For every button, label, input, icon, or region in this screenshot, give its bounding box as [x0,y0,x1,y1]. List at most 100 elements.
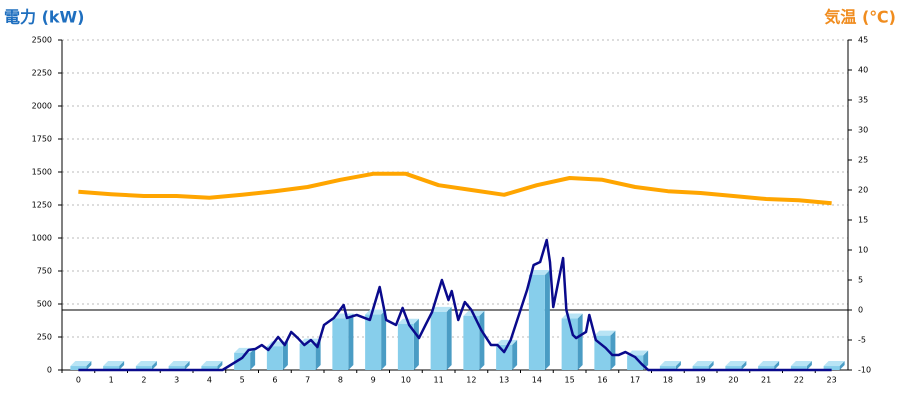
y2-tick-label: 5 [858,276,863,285]
bar [397,318,419,370]
bar [70,361,92,370]
bar-face [659,366,676,370]
bar-face [496,339,518,345]
bar-face [561,318,578,370]
bar-face [774,361,780,370]
bar [758,361,780,370]
bar-face [299,343,316,370]
y-tick-label: 0 [47,366,52,375]
bar-face [610,330,616,370]
bar-face [708,361,714,370]
bar-face [790,366,807,370]
x-tick-label: 6 [272,376,277,385]
x-tick-label: 4 [207,376,212,385]
bar [561,313,583,370]
bar-face [741,361,747,370]
bar-face [103,366,120,370]
y2-tick-label: 20 [858,186,868,195]
bar [659,361,681,370]
bar-face [184,361,190,370]
x-tick-label: 10 [401,376,411,385]
bar-face [348,313,354,370]
bar [790,361,812,370]
y2-tick-label: 25 [858,156,868,165]
bar [463,310,485,370]
y-tick-label: 1250 [32,201,52,210]
bar [135,361,157,370]
bar-face [250,347,256,370]
y-tick-label: 1750 [32,135,52,144]
bar-face [282,341,288,370]
y-tick-label: 1500 [32,168,52,177]
bar-face [627,350,649,356]
bar-face [577,313,583,370]
bar-face [839,361,845,370]
x-tick-label: 15 [565,376,575,385]
x-tick-label: 7 [305,376,310,385]
x-tick-label: 18 [663,376,673,385]
bar-face [430,306,452,312]
bar-face [594,335,611,370]
y2-tick-label: 35 [858,96,868,105]
x-tick-label: 3 [174,376,179,385]
bar-face [446,306,452,370]
x-tick-label: 2 [141,376,146,385]
bar-face [758,361,780,367]
bar-face [70,366,87,370]
bar-face [659,361,681,367]
bar-face [70,361,92,367]
y-tick-label: 500 [37,300,52,309]
bar-face [201,361,223,367]
y-tick-label: 750 [37,267,52,276]
bar-face [790,361,812,367]
y-tick-label: 250 [37,333,52,342]
bar-face [135,366,152,370]
bar-face [119,361,125,370]
x-tick-label: 0 [76,376,81,385]
bar-face [692,361,714,367]
bar-face [430,311,447,370]
x-tick-label: 1 [109,376,114,385]
y2-tick-label: 30 [858,126,868,135]
bar-face [168,361,190,367]
y-tick-label: 1000 [32,234,52,243]
x-tick-label: 14 [532,376,542,385]
power-line [78,238,832,372]
bar-face [725,366,742,370]
y2-tick-label: 15 [858,216,868,225]
bar [430,306,452,370]
bar [365,309,387,370]
x-tick-label: 23 [827,376,837,385]
y-tick-label: 2250 [32,69,52,78]
y2-tick-label: 10 [858,246,868,255]
bar [201,361,223,370]
x-tick-label: 21 [761,376,771,385]
y2-tick-label: 0 [858,306,863,315]
y2-tick-label: 45 [858,36,868,45]
bar [528,269,550,370]
x-tick-label: 8 [338,376,343,385]
bar-face [234,352,251,370]
bar-face [413,318,419,370]
bar-face [201,366,218,370]
y2-axis-title: 気温 (℃) [824,8,896,27]
x-tick-label: 19 [696,376,706,385]
bar [823,361,845,370]
bar [594,330,616,370]
bar-face [168,366,185,370]
bar-face [86,361,92,370]
bar [168,361,190,370]
bar-face [544,269,550,370]
bar-face [528,274,545,370]
y-axis-title: 電力 (kW) [4,8,85,27]
x-tick-label: 22 [794,376,804,385]
bar-face [692,366,709,370]
bar-face [806,361,812,370]
y-tick-label: 2000 [32,102,52,111]
bar-face [332,318,349,370]
x-tick-label: 17 [630,376,640,385]
x-tick-label: 12 [466,376,476,385]
bar [496,339,518,370]
bar-face [151,361,157,370]
